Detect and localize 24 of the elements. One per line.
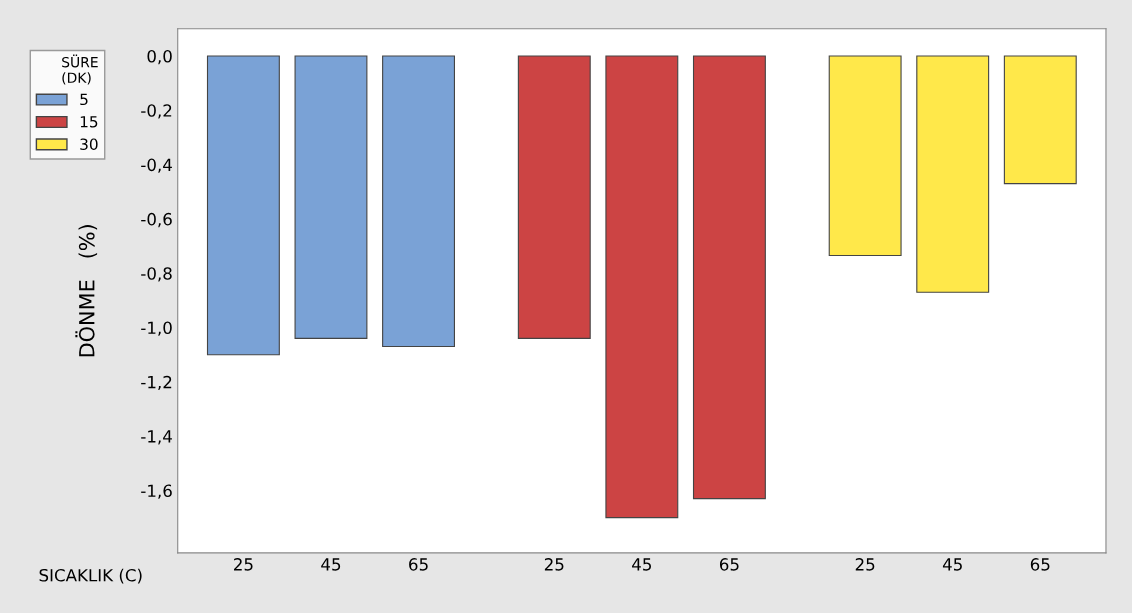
x-tick-label: 45 (942, 558, 962, 571)
y-tick-label: -1,0 (141, 321, 172, 336)
y-tick-label: -0,6 (141, 212, 172, 228)
legend-label: 15 (80, 116, 98, 128)
y-tick-label: 0,0 (147, 49, 172, 65)
x-tick-label: 45 (632, 558, 651, 571)
x-axis-title: SICAKLIK (C) (39, 568, 142, 584)
y-tick-label: -1,4 (141, 430, 172, 445)
y-tick-label: -1,2 (141, 375, 172, 391)
x-tick-label: 65 (719, 558, 739, 571)
x-tick-label: 25 (855, 558, 875, 571)
x-tick-label: 25 (234, 558, 253, 571)
y-tick-label: -1,6 (141, 484, 172, 499)
y-tick-label: -0,8 (141, 267, 172, 282)
y-tick-label: -0,2 (141, 104, 172, 119)
x-tick-label: 65 (409, 558, 428, 571)
y-tick-label: -0,4 (141, 158, 172, 173)
legend-label: 5 (80, 93, 88, 106)
y-axis-title: DÖNME (%) (75, 225, 98, 357)
x-tick-label: 45 (321, 558, 341, 571)
x-tick-label: 25 (544, 558, 564, 571)
legend-title: SÜRE (DK) (62, 54, 98, 85)
legend-label: 30 (80, 138, 98, 150)
x-tick-label: 65 (1030, 558, 1050, 571)
